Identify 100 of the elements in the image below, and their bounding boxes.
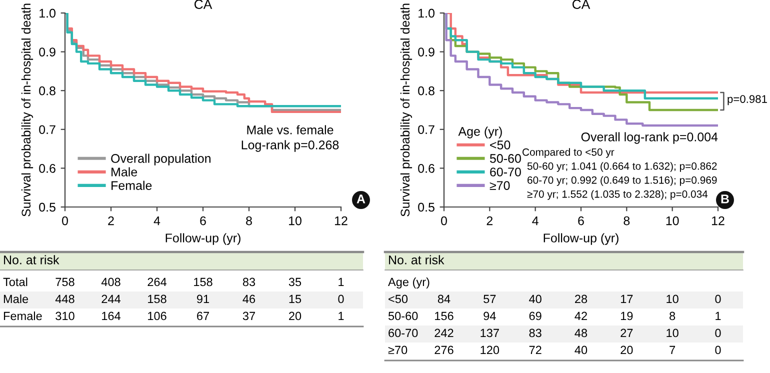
x-tick-label: 10 <box>289 216 302 226</box>
annotation: 50-60 yr; 1.041 (0.664 to 1.632); p=0.862 <box>527 162 717 172</box>
x-tick-label: 6 <box>200 216 206 226</box>
annotation: ≥70 yr; 1.552 (1.035 to 2.328); p=0.034 <box>527 190 708 200</box>
category-label: ≥70 <box>388 346 408 354</box>
legend-label: 60-70 <box>490 168 521 176</box>
x-tick-label: 4 <box>532 216 538 226</box>
text: 72 <box>529 346 542 354</box>
text: 84 <box>438 294 450 304</box>
text: 10 <box>666 328 678 338</box>
annotation: 60-70 yr; 0.992 (0.649 to 1.516); p=0.969 <box>528 176 717 186</box>
x-tick-label: 0 <box>441 216 447 226</box>
y-tick-label: 1.0 <box>40 8 56 18</box>
text: 17 <box>621 294 633 304</box>
y-tick-label: 0.5 <box>39 202 56 212</box>
text: 83 <box>242 278 256 286</box>
annotation: Compared to <50 yr <box>522 148 614 158</box>
text: 1 <box>338 278 344 286</box>
chart-title: CA <box>194 0 212 9</box>
text: 156 <box>435 312 454 320</box>
text: 1 <box>716 312 721 320</box>
text: 19 <box>621 312 633 320</box>
annotation: Male vs. female <box>247 125 334 134</box>
x-tick-label: 8 <box>624 216 630 226</box>
annotation: Log-rank p=0.268 <box>242 140 339 152</box>
y-tick-label: 0.7 <box>418 125 434 134</box>
text: 48 <box>574 328 588 338</box>
text: B <box>721 194 729 204</box>
y-tick-label: 1.0 <box>418 8 434 18</box>
text: 46 <box>242 294 256 304</box>
legend-label: Overall population <box>111 154 210 166</box>
text: 8 <box>670 312 676 320</box>
text: 242 <box>434 328 454 338</box>
text: 244 <box>102 294 121 304</box>
text: 1 <box>338 312 344 320</box>
x-tick-label: 2 <box>486 216 493 226</box>
text: 0 <box>715 294 721 304</box>
y-tick-label: 0.9 <box>418 48 434 56</box>
y-axis-title: Survival probability of in-hospital death <box>21 4 34 216</box>
text: 408 <box>101 278 120 286</box>
y-tick-label: 0.9 <box>39 48 56 56</box>
text: 40 <box>574 346 588 354</box>
y-tick-label: 0.6 <box>39 164 56 173</box>
text: 35 <box>288 278 302 286</box>
annotation: Overall log-rank p=0.004 <box>581 132 718 144</box>
text: 0 <box>715 346 721 354</box>
legend-label: Male <box>112 167 138 176</box>
text: 28 <box>575 294 588 304</box>
y-tick-label: 0.7 <box>39 125 56 134</box>
text: 164 <box>102 312 121 320</box>
text: 15 <box>289 294 302 304</box>
text: 106 <box>148 312 166 320</box>
text: No. at risk <box>4 255 60 264</box>
text: 91 <box>196 294 209 304</box>
x-tick-label: 0 <box>62 216 68 226</box>
category-label: Total <box>3 277 28 286</box>
legend-label: 50-60 <box>490 154 521 163</box>
text: 20 <box>289 312 302 320</box>
text: 67 <box>197 312 209 320</box>
x-axis-title: Follow-up (yr) <box>166 233 240 245</box>
x-tick-label: 2 <box>108 216 114 226</box>
text: 758 <box>56 278 74 286</box>
x-tick-label: 6 <box>578 216 584 226</box>
category-label: <50 <box>388 294 408 304</box>
text: 158 <box>194 278 212 286</box>
x-tick-label: 12 <box>335 216 348 226</box>
legend-title: Age (yr) <box>458 126 502 138</box>
text: p=0.981 <box>728 95 767 106</box>
text: 137 <box>480 328 499 338</box>
text: 40 <box>529 294 542 304</box>
text: A <box>356 194 366 204</box>
text: 42 <box>574 312 587 320</box>
text: 57 <box>484 294 496 304</box>
text: 276 <box>434 346 454 354</box>
text: No. at risk <box>389 255 444 264</box>
text: 27 <box>620 328 633 338</box>
legend-label: ≥70 <box>490 181 510 190</box>
text: 94 <box>484 312 496 320</box>
x-tick-label: 10 <box>666 216 679 226</box>
text: 69 <box>529 312 542 320</box>
chart-title: CA <box>572 0 590 9</box>
text: 0 <box>338 294 344 304</box>
text: 120 <box>480 346 500 354</box>
y-axis-title: Survival probability of in-hospital death <box>400 4 412 216</box>
category-label: 50-60 <box>388 312 418 320</box>
category-label: Female <box>4 311 42 320</box>
text: 0 <box>715 328 721 338</box>
x-axis-title: Follow-up (yr) <box>544 233 618 245</box>
text: 7 <box>670 346 676 354</box>
text: 264 <box>148 278 167 286</box>
x-tick-label: 4 <box>154 216 160 226</box>
x-tick-label: 12 <box>712 216 724 226</box>
y-tick-label: 0.5 <box>418 202 434 212</box>
text: 310 <box>56 312 74 320</box>
y-tick-label: 0.8 <box>418 86 434 96</box>
text: 158 <box>148 294 166 304</box>
y-tick-label: 0.8 <box>39 86 56 96</box>
text: 448 <box>55 294 74 304</box>
category-label: 60-70 <box>388 328 418 338</box>
text: 37 <box>242 312 255 320</box>
